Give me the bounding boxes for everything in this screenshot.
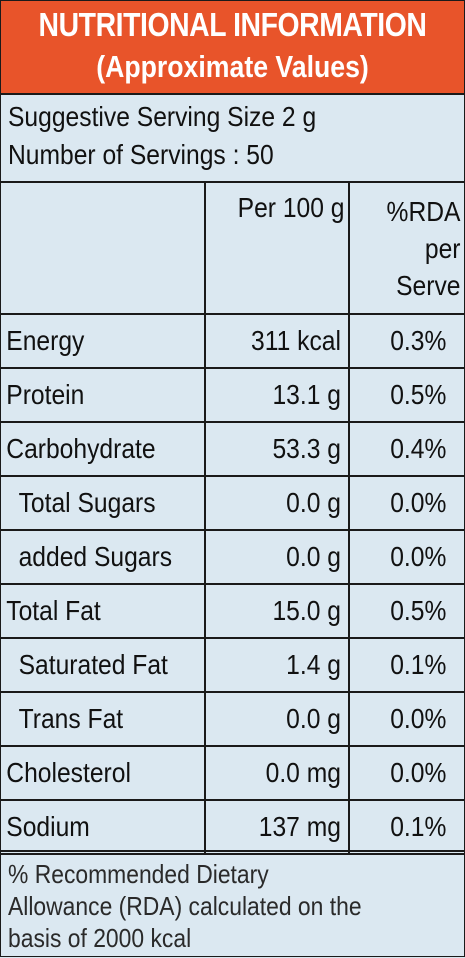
nutrient-name: Cholesterol [1,745,206,801]
table-row: Carbohydrate 53.3 g 0.4% [1,421,464,477]
table-row: Sodium 137 mg 0.1% [1,799,464,855]
table-header-row: Per 100 g %RDA per Serve [1,183,464,315]
per-100g-column-header: Per 100 g [204,183,350,315]
rda-header-line1: %RDA [386,196,461,227]
footnote-line: basis of 2000 kcal [8,923,192,953]
nutrient-name: Total Sugars [1,475,206,531]
nutrient-column-header [1,183,206,315]
serving-info: Suggestive Serving Size 2 g Number of Se… [1,95,464,183]
per-100g-value: 15.0 g [204,583,350,639]
per-100g-value: 53.3 g [204,421,350,477]
rda-value: 0.5% [348,367,464,423]
per-100g-value: 0.0 g [204,529,350,585]
nutrition-table: Per 100 g %RDA per Serve Energy 311 kcal… [1,183,464,855]
rda-column-header: %RDA per Serve [348,183,464,315]
rda-value: 0.0% [348,529,464,585]
rda-value: 0.1% [348,799,464,855]
table-row: added Sugars 0.0 g 0.0% [1,529,464,585]
nutrient-name: added Sugars [1,529,206,585]
per-100g-value: 0.0 g [204,691,350,747]
per-100g-value: 1.4 g [204,637,350,693]
footnote-line: % Recommended Dietary [8,859,269,889]
nutrient-name: Saturated Fat [1,637,206,693]
nutrition-title: NUTRITIONAL INFORMATION [38,6,427,43]
table-row: Protein 13.1 g 0.5% [1,367,464,423]
nutrient-name: Energy [1,313,206,369]
per-100g-value: 13.1 g [204,367,350,423]
table-row: Total Sugars 0.0 g 0.0% [1,475,464,531]
nutrient-name: Sodium [1,799,206,855]
table-row: Saturated Fat 1.4 g 0.1% [1,637,464,693]
per-100g-value: 137 mg [204,799,350,855]
nutrient-name: Trans Fat [1,691,206,747]
nutrient-name: Total Fat [1,583,206,639]
rda-value: 0.1% [348,637,464,693]
rda-header-line3: Serve [396,270,461,301]
table-row: Trans Fat 0.0 g 0.0% [1,691,464,747]
servings-count: Number of Servings : 50 [8,139,274,170]
nutrition-header: NUTRITIONAL INFORMATION (Approximate Val… [1,1,464,95]
nutrition-subtitle: (Approximate Values) [96,49,369,84]
rda-value: 0.0% [348,475,464,531]
nutrient-name: Protein [1,367,206,423]
table-row: Cholesterol 0.0 mg 0.0% [1,745,464,801]
rda-value: 0.0% [348,691,464,747]
per-100g-value: 311 kcal [204,313,350,369]
rda-value: 0.3% [348,313,464,369]
rda-header-line2: per [424,233,461,264]
nutrient-name: Carbohydrate [1,421,206,477]
table-row: Total Fat 15.0 g 0.5% [1,583,464,639]
rda-value: 0.4% [348,421,464,477]
serving-size: Suggestive Serving Size 2 g [8,101,317,132]
per-100g-value: 0.0 mg [204,745,350,801]
per-100g-value: 0.0 g [204,475,350,531]
footnote-line: Allowance (RDA) calculated on the [8,891,362,921]
rda-value: 0.0% [348,745,464,801]
rda-value: 0.5% [348,583,464,639]
rda-footnote: % Recommended Dietary Allowance (RDA) ca… [1,850,464,958]
table-row: Energy 311 kcal 0.3% [1,313,464,369]
